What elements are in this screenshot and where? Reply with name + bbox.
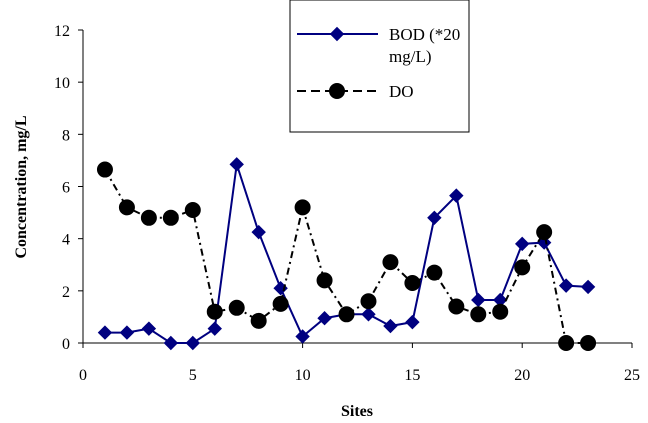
legend: BOD (*20 mg/L) DO [289,0,470,133]
y-tick-label: 6 [62,180,70,197]
legend-marker [329,83,345,99]
y-tick-label: 4 [62,232,70,249]
data-point [427,210,442,226]
y-axis-title: Concentration, mg/L [13,115,30,258]
data-point [580,279,596,295]
data-point [448,298,465,315]
data-point [250,312,267,329]
data-point [229,157,244,172]
data-point [119,325,135,340]
data-point [228,299,245,316]
x-ticks: 0 5 10 15 20 25 [79,343,640,384]
data-point [206,303,223,320]
data-point [426,264,443,281]
x-tick-label: 5 [189,367,197,384]
legend-label-line: DO [389,82,414,101]
data-point [96,161,113,178]
data-point [251,224,266,240]
data-point [118,199,135,216]
x-tick-label: 25 [624,367,640,384]
y-ticks: 0 2 4 6 8 10 12 [54,23,83,353]
x-tick-label: 20 [514,367,530,384]
series-do [96,161,597,351]
data-point [471,292,486,308]
data-point [338,306,355,323]
data-point [492,303,509,320]
series-layer [96,157,597,351]
plot-area: 0 5 10 15 20 25 0 2 4 6 8 10 12 [54,23,640,384]
data-point [184,201,201,218]
data-point [316,272,333,289]
y-tick-label: 2 [62,284,70,301]
data-point [449,188,464,203]
data-point [382,254,399,271]
data-point [558,278,574,293]
data-point [272,295,289,312]
data-point [361,307,376,322]
legend-label-line: mg/L) [389,47,432,66]
y-tick-label: 8 [62,127,70,144]
data-point [470,306,487,323]
data-point [514,259,531,276]
legend-label: BOD (*20 mg/L) [389,25,460,66]
data-point [207,321,222,336]
data-point [580,335,597,351]
data-point [404,275,421,292]
y-tick-label: 0 [62,336,70,353]
x-tick-label: 0 [79,367,87,384]
data-point [295,329,310,344]
data-point [405,314,420,330]
x-axis-title: Sites [341,403,373,420]
data-point [514,236,530,252]
data-point [140,209,157,226]
legend-label-line: BOD (*20 [389,25,460,44]
data-point [162,209,179,226]
data-point [360,293,377,310]
data-point [558,335,575,351]
data-point [141,321,157,336]
data-point [163,335,179,351]
data-point [536,224,553,241]
y-tick-label: 12 [54,23,70,40]
data-point [185,335,201,351]
legend-marker [329,26,345,42]
data-point [317,311,332,326]
y-tick-label: 10 [54,75,70,92]
legend-label: DO [389,82,414,101]
x-tick-label: 15 [404,367,420,384]
data-point [97,325,113,340]
x-tick-label: 10 [295,367,311,384]
legend-box [289,0,470,133]
data-point [294,199,311,216]
data-point [383,318,398,334]
